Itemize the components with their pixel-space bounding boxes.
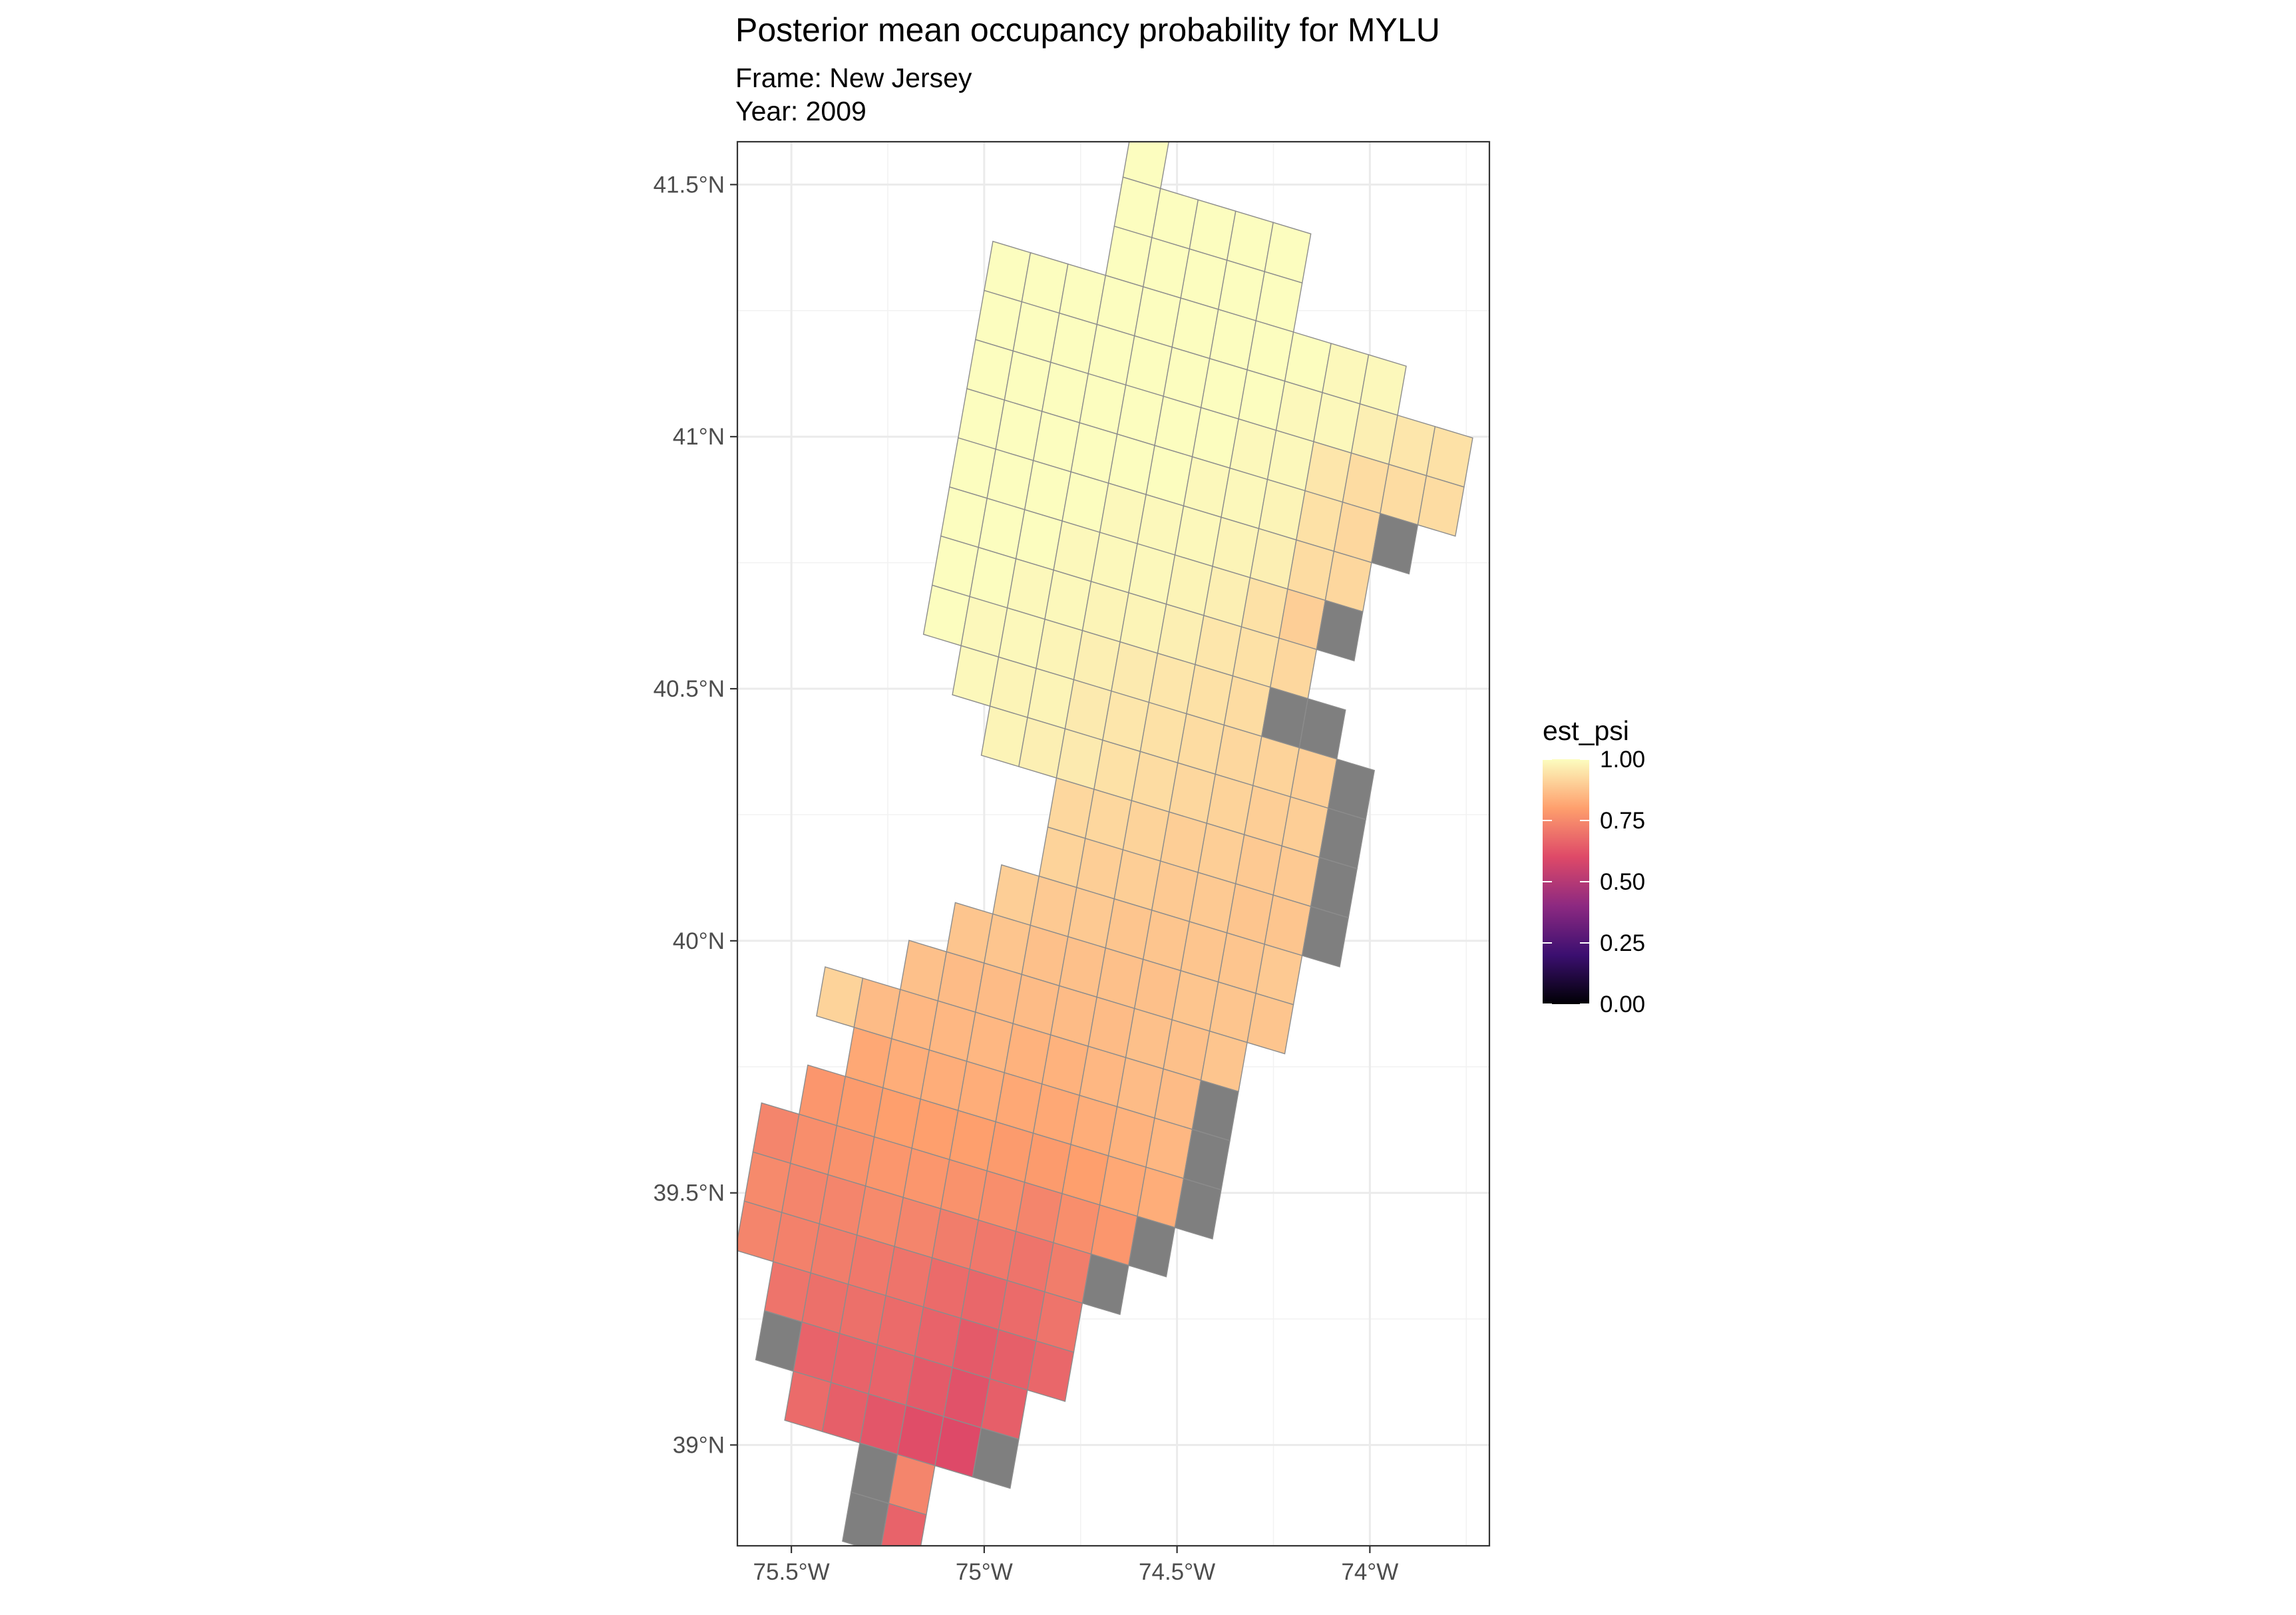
x-tick-label-2: 74.5°W (1139, 1559, 1215, 1585)
grid-cell-47 (1417, 474, 1465, 537)
y-tick-label-2: 40°N (673, 928, 725, 954)
legend-label-0: 1.00 (1600, 747, 1645, 773)
grid-cell-197 (1174, 1178, 1222, 1240)
grid-cell-59 (1371, 512, 1419, 575)
legend-label-1: 0.75 (1600, 808, 1645, 834)
x-tick-label-3: 74°W (1341, 1559, 1398, 1585)
y-tick-label-4: 41°N (673, 424, 725, 450)
y-axis-latitude: 39°N 39.5°N 40°N 40.5°N 41°N 41.5°N (654, 172, 737, 1458)
legend-label-3: 0.25 (1600, 930, 1645, 956)
x-axis-longitude: 75.5°W 75°W 74.5°W 74°W (753, 1546, 1398, 1585)
y-tick-label-5: 41.5°N (654, 172, 725, 198)
grid-cell-235 (1027, 1340, 1075, 1402)
chart-subtitle-year: Year: 2009 (735, 96, 866, 126)
grid-cell-139 (1301, 906, 1349, 968)
chart-title: Posterior mean occupancy probability for… (735, 11, 1440, 49)
legend-title: est_psi (1543, 715, 1629, 746)
grid-cell-218 (1081, 1253, 1129, 1316)
x-tick-label-0: 75.5°W (753, 1559, 830, 1585)
grid-cell-156 (1246, 992, 1294, 1055)
y-tick-label-3: 40.5°N (654, 676, 725, 702)
grid-cell-81 (1316, 600, 1364, 661)
legend-label-2: 0.50 (1600, 869, 1645, 895)
map-panel-border (736, 140, 1491, 1547)
grid-cell-252 (880, 1503, 927, 1546)
chart-subtitle-frame: Frame: New Jersey (735, 63, 972, 93)
x-tick-label-1: 75°W (956, 1559, 1013, 1585)
grid-cell-251 (842, 1491, 890, 1546)
grid-cell-208 (1128, 1215, 1176, 1278)
occupancy-grid-cells (737, 142, 1473, 1546)
grid-cell-248 (972, 1427, 1020, 1489)
y-tick-label-0: 39°N (673, 1432, 725, 1458)
legend-label-4: 0.00 (1600, 991, 1645, 1017)
y-tick-label-1: 39.5°N (654, 1180, 725, 1206)
